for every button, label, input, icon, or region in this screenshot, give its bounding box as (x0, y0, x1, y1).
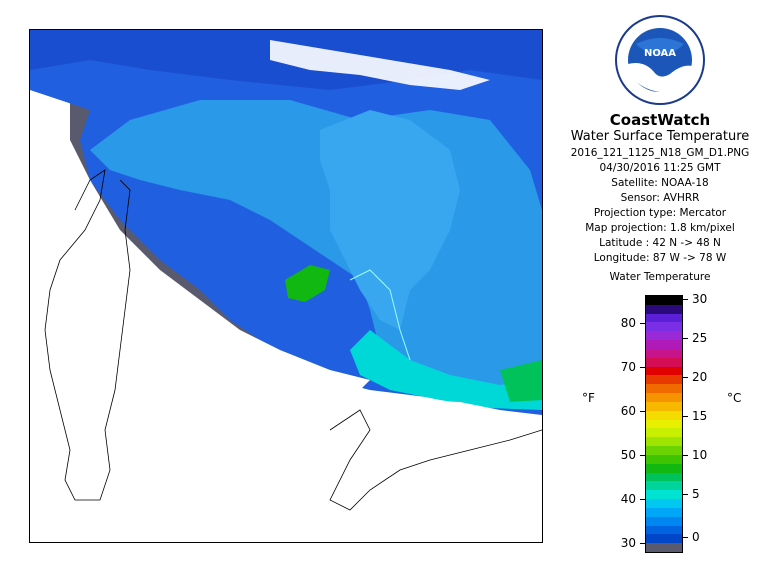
fahrenheit-tick-label: 50 (620, 448, 636, 462)
app-title: CoastWatch (609, 111, 711, 129)
legend-title: Water Temperature (609, 271, 711, 283)
colorbar-band (646, 366, 682, 376)
colorbar-band (646, 437, 682, 447)
southeast-green-patch (500, 360, 542, 402)
colorbar-band (646, 490, 682, 500)
fahrenheit-tickmark (640, 323, 646, 324)
product-datetime: 04/30/2016 11:25 GMT (599, 162, 721, 174)
celsius-tick-label: 10 (692, 448, 708, 462)
celsius-tick-label: 15 (692, 409, 708, 423)
map-projection-label: Map projection: 1.8 km/pixel (585, 222, 735, 234)
colorbar-band (646, 304, 682, 315)
colorbar-band (646, 375, 682, 385)
colorbar-band (646, 543, 682, 553)
colorbar-band (646, 516, 682, 526)
colorbar-band (646, 534, 682, 544)
nearshore-cyan-band (350, 330, 542, 410)
fahrenheit-tickmark (640, 455, 646, 456)
colorbar-band (646, 419, 682, 429)
ontario-land-southeast (320, 390, 542, 542)
colorbar-band (646, 313, 682, 323)
projection-type-label: Projection type: Mercator (593, 207, 727, 219)
fahrenheit-tick-label: 60 (620, 404, 636, 418)
celsius-tickmark (682, 377, 688, 378)
celsius-tickmark (682, 494, 688, 495)
celsius-tickmark (682, 416, 688, 417)
logo-text: NOAA (644, 48, 676, 59)
temperature-colorbar (645, 295, 683, 553)
fahrenheit-tick-label: 30 (620, 536, 636, 550)
latitude-label: Latitude : 42 N -> 48 N (599, 237, 721, 249)
fahrenheit-tickmark (640, 543, 646, 544)
noaa-logo-icon: NOAA (615, 15, 705, 105)
colorbar-band (646, 384, 682, 394)
colorbar-band (646, 428, 682, 438)
colorbar-band (646, 507, 682, 518)
product-filename: 2016_121_1125_N18_GM_D1.PNG (570, 147, 750, 159)
colorbar-band (646, 357, 682, 368)
colorbar-band (646, 463, 682, 474)
colorbar-band (646, 322, 682, 332)
colorbar-band (646, 454, 682, 465)
map-panel (29, 29, 543, 543)
north-shore-land (270, 40, 490, 90)
celsius-tickmark (682, 537, 688, 538)
colorbar-band (646, 410, 682, 421)
colorbar-band (646, 296, 682, 306)
fahrenheit-tick-label: 40 (620, 492, 636, 506)
colorbar-band (646, 340, 682, 350)
fahrenheit-tickmark (640, 499, 646, 500)
fahrenheit-tickmark (640, 367, 646, 368)
celsius-tick-label: 0 (692, 530, 700, 544)
longitude-label: Longitude: 87 W -> 78 W (593, 252, 727, 264)
southern-coastline (329, 409, 542, 511)
water-temperature-map (30, 30, 542, 542)
celsius-tick-label: 20 (692, 370, 708, 384)
colorbar-band (646, 401, 682, 412)
bruce-peninsula-outline (349, 269, 411, 361)
georgian-bay (320, 110, 460, 330)
colorbar-band (646, 481, 682, 491)
satellite-label: Satellite: NOAA-18 (611, 177, 709, 189)
celsius-tick-label: 25 (692, 331, 708, 345)
celsius-unit: °C (727, 391, 742, 405)
colorbar-band (646, 348, 682, 359)
product-subtitle: Water Surface Temperature (570, 129, 750, 144)
celsius-tickmark (682, 299, 688, 300)
celsius-tick-label: 5 (692, 487, 700, 501)
colorbar-band (646, 499, 682, 509)
michigan-coastline (44, 169, 131, 501)
sensor-label: Sensor: AVHRR (620, 192, 700, 204)
colorbar-band (646, 472, 682, 482)
fahrenheit-unit: °F (582, 391, 595, 405)
celsius-tickmark (682, 338, 688, 339)
celsius-tick-label: 30 (692, 292, 708, 306)
colorbar-band (646, 393, 682, 403)
green-warm-patch (285, 265, 330, 302)
fahrenheit-tickmark (640, 411, 646, 412)
fahrenheit-tick-label: 70 (620, 360, 636, 374)
celsius-tickmark (682, 455, 688, 456)
michigan-land (30, 120, 370, 530)
colorbar-band (646, 331, 682, 341)
colorbar-band (646, 446, 682, 456)
fahrenheit-tick-label: 80 (620, 316, 636, 330)
colorbar-band (646, 525, 682, 535)
